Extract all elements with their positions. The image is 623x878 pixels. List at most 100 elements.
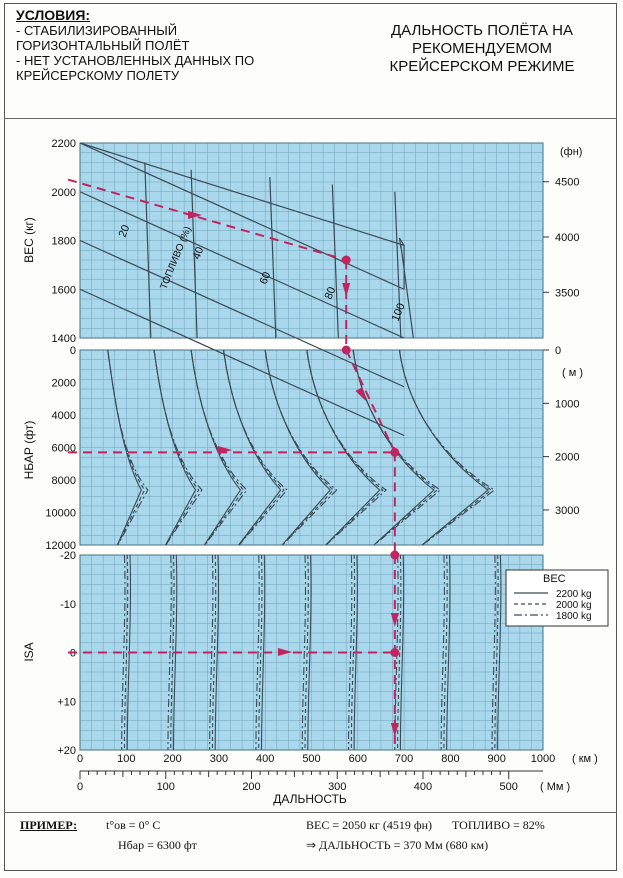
- example-arrow: [188, 211, 202, 219]
- example-point: [390, 648, 400, 657]
- temperature-line: [121, 554, 126, 751]
- altitude-m-tick-label: 3000: [555, 505, 579, 517]
- weight-tick-label: 2000: [52, 187, 76, 199]
- nm-tick-label: 500: [500, 781, 518, 793]
- grid-lines: [79, 349, 544, 546]
- km-tick-label: 800: [441, 753, 459, 765]
- example-arrow: [342, 283, 351, 297]
- temperature-line: [497, 554, 502, 751]
- fuel-line: [190, 169, 198, 339]
- conditions-line: - НЕТ УСТАНОВЛЕННЫХ ДАННЫХ ПО: [16, 53, 255, 68]
- altitude-curve: [222, 349, 288, 546]
- example-segment: [345, 349, 396, 453]
- altitude-curve: [352, 349, 442, 546]
- altitude-m-unit: ( м ): [562, 367, 583, 379]
- conditions-line: - СТАБИЛИЗИРОВАННЫЙ: [16, 23, 178, 38]
- conditions-line: ГОРИЗОНТАЛЬНЫЙ ПОЛЁТ: [16, 38, 190, 53]
- weight-line: [79, 142, 405, 290]
- legend-label: 2000 kg: [556, 600, 592, 611]
- conditions-block: УСЛОВИЯ: - СТАБИЛИЗИРОВАННЫЙ ГОРИЗОНТАЛЬ…: [16, 8, 255, 84]
- temperature-tick-label: -20: [60, 550, 76, 562]
- nm-tick-label: 300: [328, 781, 346, 793]
- nm-tick-label: 0: [77, 781, 83, 793]
- temperature-line: [350, 554, 356, 751]
- km-tick-label: 1000: [531, 753, 555, 765]
- temperature-line: [260, 554, 266, 751]
- temperature-line: [209, 554, 214, 751]
- temperature-line: [491, 554, 496, 751]
- temperature-line: [214, 554, 219, 751]
- weight-lb-unit: (фн): [560, 146, 582, 158]
- temperature-axis-label: ISA: [22, 642, 36, 661]
- weight-tick-label: 1400: [52, 333, 76, 345]
- fuel-line: [269, 177, 277, 339]
- nm-tick-label: 400: [414, 781, 432, 793]
- nm-tick-label: 100: [157, 781, 175, 793]
- temperature-line: [440, 554, 445, 751]
- weight-line: [79, 288, 405, 437]
- km-tick-label: 900: [488, 753, 506, 765]
- temperature-line: [255, 554, 260, 751]
- temperature-tick-label: +10: [57, 696, 76, 708]
- example-point: [341, 345, 351, 355]
- title-line: РЕКОМЕНДУЕМОМ: [411, 40, 553, 57]
- footer-divider: [4, 812, 617, 813]
- weight-tick-label: 1600: [52, 284, 76, 296]
- altitude-axis-label: HБАР (фт): [22, 421, 36, 480]
- weight-line: [79, 239, 405, 388]
- weight-lines: [79, 142, 414, 437]
- temperature-line: [126, 554, 132, 751]
- altitude-tick-label: 10000: [45, 508, 76, 520]
- temperature-line: [446, 554, 451, 751]
- weight-line: [79, 191, 405, 339]
- temperature-line: [353, 554, 358, 751]
- example-result: ⇒ ДАЛЬНОСТЬ = 370 Мм (680 км): [306, 838, 489, 852]
- legend-box: [505, 569, 609, 627]
- altitude-curve: [190, 349, 248, 546]
- fuel-line: [331, 184, 339, 339]
- altitude-curve: [264, 349, 338, 546]
- km-tick-label: 0: [77, 753, 83, 765]
- altitude-m-tick-label: 1000: [555, 398, 579, 410]
- title-line: КРЕЙСЕРСКОМ РЕЖИМЕ: [389, 58, 575, 75]
- temperature-line: [167, 554, 172, 751]
- fuel-line-label: 60: [258, 270, 274, 286]
- temperature-line: [258, 554, 263, 751]
- example-segment: [67, 178, 347, 261]
- km-tick-label: 700: [395, 753, 413, 765]
- temperature-tick-label: +20: [57, 745, 76, 757]
- example-temp: t°ов = 0° C: [106, 818, 161, 832]
- legend-label: 2200 kg: [556, 589, 592, 600]
- example-arrow: [390, 723, 399, 737]
- fuel-line: [144, 162, 152, 339]
- title-line: ДАЛЬНОСТЬ ПОЛЁТА НА: [391, 22, 573, 39]
- km-unit: ( км ): [572, 753, 598, 765]
- example-point: [341, 255, 351, 265]
- example-title: ПРИМЕР:: [20, 818, 78, 832]
- header-divider: [4, 118, 617, 119]
- legend-label: 1800 kg: [556, 611, 592, 622]
- fuel-line-label: 20: [117, 223, 133, 239]
- altitude-tick-label: 2000: [52, 378, 76, 390]
- temperature-line: [399, 554, 405, 751]
- altitude-curve: [306, 349, 388, 546]
- weight-lb-tick-label: 4000: [555, 232, 579, 244]
- altitude-curve: [153, 349, 203, 546]
- weight-line: [79, 142, 405, 246]
- km-tick-label: 400: [256, 753, 274, 765]
- temperature-line: [123, 554, 129, 751]
- legend-title: ВЕС: [543, 573, 566, 585]
- example-point: [390, 550, 400, 560]
- example-arrow: [278, 648, 292, 656]
- km-tick-label: 200: [163, 753, 181, 765]
- temperature-line: [304, 554, 309, 751]
- nm-unit: ( Мм ): [540, 781, 570, 793]
- temperature-line: [347, 554, 353, 751]
- fuel-line: [394, 191, 402, 339]
- weight-tick-label: 2200: [52, 138, 76, 150]
- temperature-line: [301, 554, 307, 751]
- km-tick-label: 100: [117, 753, 135, 765]
- temperature-line: [211, 554, 217, 751]
- km-tick-label: 500: [302, 753, 320, 765]
